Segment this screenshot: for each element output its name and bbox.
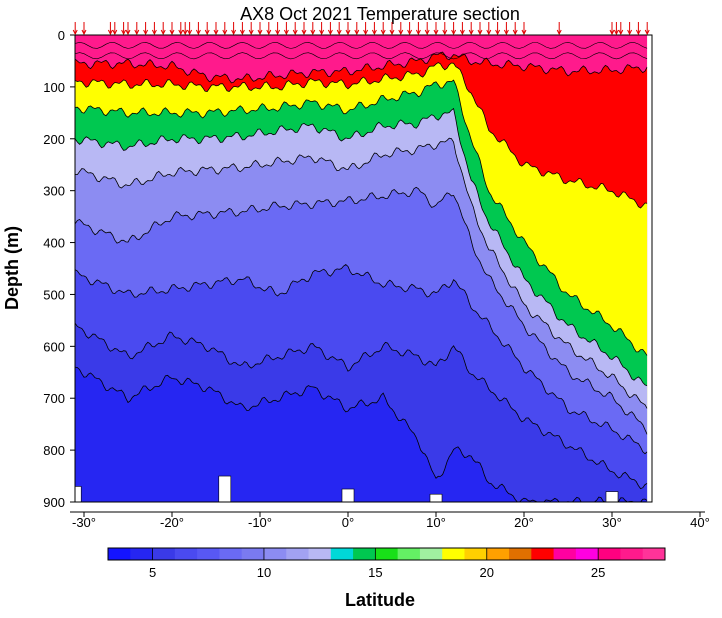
colorbar: 5 10 15 20 25 bbox=[108, 548, 666, 580]
no-data-right bbox=[647, 35, 652, 502]
x-tick-label: 10° bbox=[426, 515, 446, 530]
section-plot-area bbox=[69, 35, 652, 502]
x-axis-label: Latitude bbox=[345, 590, 415, 610]
colorbar-swatch bbox=[264, 548, 287, 560]
y-tick-label: 0 bbox=[58, 28, 65, 43]
colorbar-swatch bbox=[130, 548, 153, 560]
colorbar-swatch bbox=[620, 548, 643, 560]
seafloor-block bbox=[342, 489, 354, 502]
colorbar-swatch bbox=[197, 548, 220, 560]
colorbar-swatch bbox=[576, 548, 599, 560]
colorbar-swatch bbox=[353, 548, 376, 560]
colorbar-swatch bbox=[554, 548, 577, 560]
colorbar-swatch bbox=[464, 548, 487, 560]
chart-title: AX8 Oct 2021 Temperature section bbox=[240, 4, 520, 24]
y-axis-label: Depth (m) bbox=[2, 226, 22, 310]
colorbar-swatch bbox=[598, 548, 621, 560]
colorbar-swatch bbox=[375, 548, 398, 560]
colorbar-tick-label: 10 bbox=[257, 565, 271, 580]
colorbar-swatch bbox=[442, 548, 465, 560]
x-tick-label: -30° bbox=[72, 515, 96, 530]
y-tick-label: 400 bbox=[43, 236, 65, 251]
x-tick-label: -20° bbox=[160, 515, 184, 530]
seafloor-block bbox=[430, 494, 442, 502]
colorbar-swatch bbox=[331, 548, 354, 560]
y-tick-label: 800 bbox=[43, 443, 65, 458]
colorbar-tick-label: 5 bbox=[149, 565, 156, 580]
colorbar-swatch bbox=[153, 548, 176, 560]
colorbar-swatch bbox=[509, 548, 532, 560]
colorbar-swatch bbox=[219, 548, 242, 560]
seafloor-block bbox=[606, 492, 618, 502]
x-tick-label: 20° bbox=[514, 515, 534, 530]
colorbar-tick-label: 25 bbox=[591, 565, 605, 580]
colorbar-swatch bbox=[286, 548, 309, 560]
y-tick-label: 500 bbox=[43, 287, 65, 302]
x-tick-label: 30° bbox=[602, 515, 622, 530]
x-tick-label: -10° bbox=[248, 515, 272, 530]
x-tick-label: 40° bbox=[690, 515, 710, 530]
colorbar-swatch bbox=[643, 548, 666, 560]
colorbar-tick-label: 20 bbox=[480, 565, 494, 580]
colorbar-swatch bbox=[309, 548, 332, 560]
colorbar-swatch bbox=[398, 548, 421, 560]
colorbar-swatch bbox=[420, 548, 443, 560]
colorbar-swatch bbox=[175, 548, 198, 560]
colorbar-swatch bbox=[531, 548, 554, 560]
colorbar-tick-label: 15 bbox=[368, 565, 382, 580]
y-tick-label: 300 bbox=[43, 184, 65, 199]
y-tick-label: 100 bbox=[43, 80, 65, 95]
y-tick-label: 200 bbox=[43, 132, 65, 147]
y-tick-label: 700 bbox=[43, 391, 65, 406]
y-tick-label: 900 bbox=[43, 495, 65, 510]
seafloor-block bbox=[219, 476, 231, 502]
y-tick-label: 600 bbox=[43, 339, 65, 354]
colorbar-swatch bbox=[487, 548, 510, 560]
colorbar-swatch bbox=[108, 548, 131, 560]
colorbar-swatch bbox=[242, 548, 265, 560]
x-tick-label: 0° bbox=[342, 515, 354, 530]
